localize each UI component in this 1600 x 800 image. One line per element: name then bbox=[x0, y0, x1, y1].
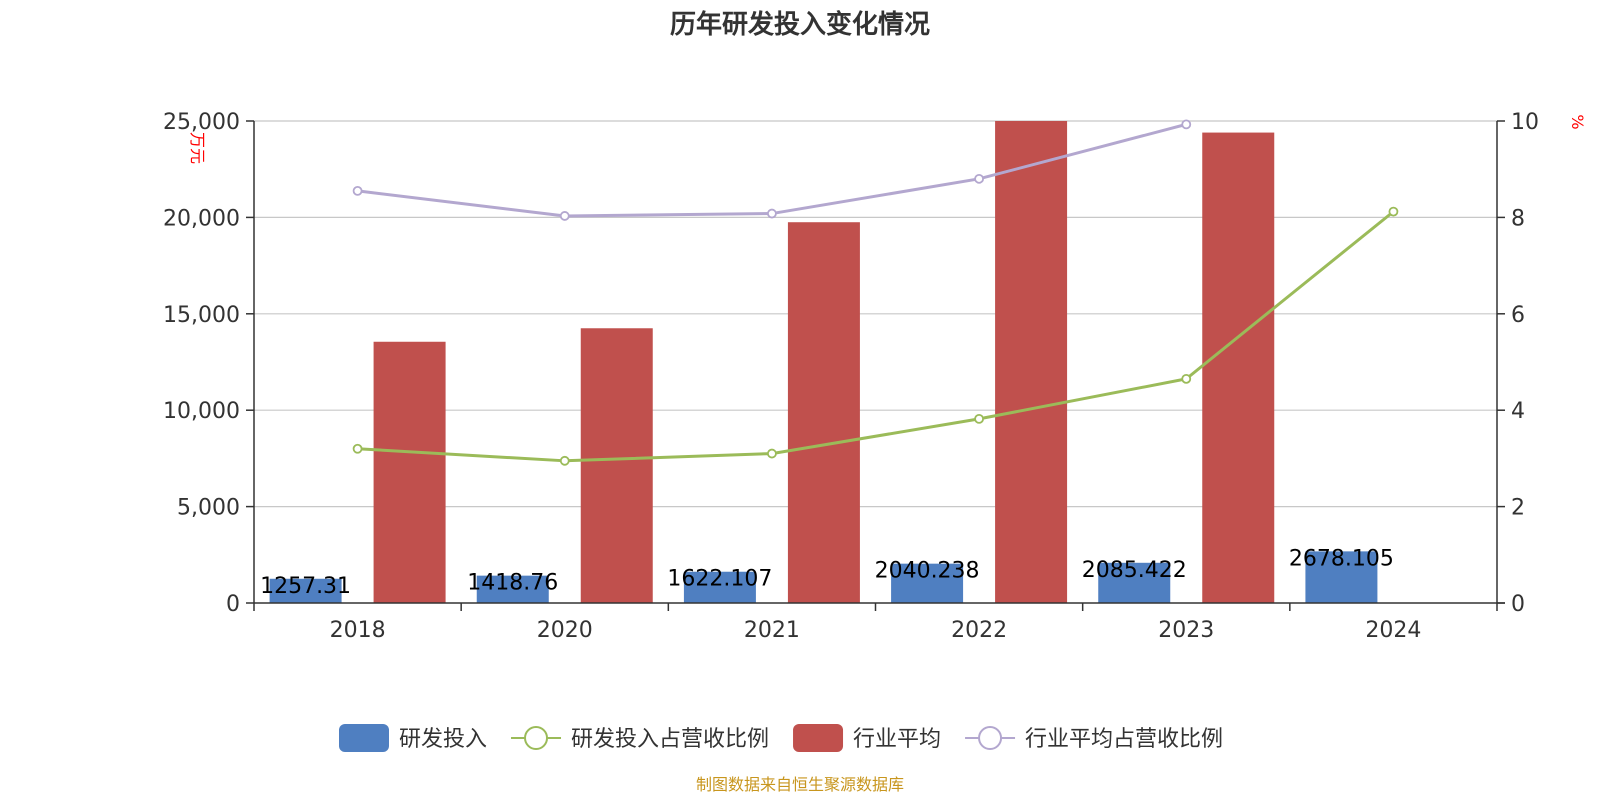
legend-label: 行业平均 bbox=[853, 727, 941, 752]
chart-title: 历年研发投入变化情况 bbox=[670, 9, 930, 40]
line-point bbox=[1388, 206, 1399, 217]
bar-rd-investment bbox=[476, 575, 549, 603]
right-tick-label: 8 bbox=[1511, 206, 1525, 231]
data-label: 2040.238 bbox=[875, 559, 980, 584]
bar-rd-investment bbox=[269, 578, 342, 603]
bar-rd-investment bbox=[683, 571, 756, 603]
right-tick-label: 2 bbox=[1511, 496, 1525, 521]
bar-rd-investment bbox=[1305, 551, 1378, 603]
line-point bbox=[974, 413, 984, 424]
line-point bbox=[352, 185, 363, 196]
right-tick-label: 10 bbox=[1511, 110, 1539, 135]
right-tick-label: 4 bbox=[1511, 399, 1525, 424]
left-tick-label: 15,000 bbox=[163, 303, 240, 328]
data-label: 1622.107 bbox=[667, 567, 772, 592]
right-tick-label: 0 bbox=[1511, 592, 1525, 617]
x-tick-label: 2024 bbox=[1365, 618, 1421, 643]
data-label: 1257.31 bbox=[260, 574, 351, 599]
line-series bbox=[352, 119, 1399, 466]
legend-swatch-bar bbox=[793, 724, 844, 752]
legend: 研发投入 研发投入占营收比例 行业平均 行业平均占营收比例 bbox=[339, 724, 1223, 752]
bar-rd-investment bbox=[891, 563, 964, 603]
legend-label: 研发投入占营收比例 bbox=[571, 727, 769, 752]
line-point bbox=[1181, 119, 1192, 130]
x-tick-label: 2023 bbox=[1158, 618, 1214, 643]
legend-label: 行业平均占营收比例 bbox=[1025, 727, 1223, 752]
bar-industry-average bbox=[580, 328, 653, 603]
right-tick-label: 6 bbox=[1511, 303, 1525, 328]
grid-lines bbox=[254, 120, 1497, 508]
data-label: 2678.105 bbox=[1289, 546, 1394, 571]
line-point bbox=[767, 208, 777, 219]
left-tick-label: 20,000 bbox=[163, 206, 240, 231]
line-rd-ratio bbox=[357, 210, 1395, 463]
left-tick-label: 10,000 bbox=[163, 399, 240, 424]
line-point bbox=[559, 211, 570, 221]
line-point bbox=[352, 443, 363, 454]
data-labels: 1257.31 1418.76 1622.107 2040.238 2085.422 26… bbox=[260, 546, 1394, 598]
right-axis-unit: % bbox=[1568, 114, 1587, 129]
bar-series bbox=[269, 121, 1378, 603]
bar-industry-average bbox=[373, 341, 446, 603]
line-point bbox=[559, 455, 570, 466]
left-axis-unit: 万元 bbox=[188, 132, 207, 164]
line-point bbox=[974, 173, 984, 184]
bar-industry-average bbox=[1202, 132, 1275, 603]
axes: 0 5,000 10,000 15,000 20,000 25,000 0 2 4 6 8 10 201… bbox=[163, 110, 1539, 643]
line-point bbox=[767, 448, 777, 459]
data-label: 2085.422 bbox=[1082, 558, 1187, 583]
x-tick-label: 2022 bbox=[951, 618, 1007, 643]
source-note: 制图数据来自恒生聚源数据库 bbox=[696, 775, 904, 794]
left-tick-label: 5,000 bbox=[177, 496, 240, 521]
legend-swatch-marker bbox=[978, 726, 1003, 750]
x-tick-label: 2020 bbox=[537, 618, 593, 643]
left-tick-label: 25,000 bbox=[163, 110, 240, 135]
line-point bbox=[1181, 373, 1192, 384]
bar-industry-average bbox=[787, 222, 860, 603]
left-tick-label: 0 bbox=[226, 592, 240, 617]
x-tick-label: 2018 bbox=[330, 618, 386, 643]
legend-swatch-bar bbox=[339, 724, 389, 752]
legend-swatch-marker bbox=[524, 726, 549, 750]
bar-rd-investment bbox=[1098, 562, 1171, 603]
data-label: 1418.76 bbox=[467, 571, 558, 596]
legend-label: 研发投入 bbox=[399, 727, 487, 752]
x-tick-label: 2021 bbox=[744, 618, 800, 643]
bar-industry-average bbox=[995, 121, 1068, 603]
